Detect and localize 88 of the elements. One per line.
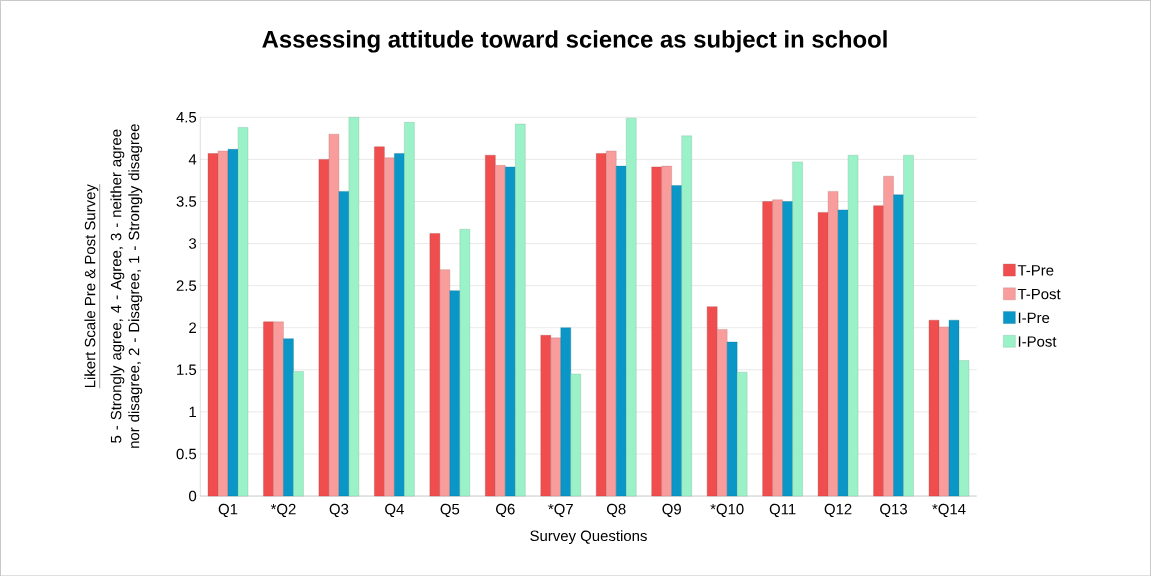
bar bbox=[762, 201, 773, 497]
legend-label: I-Post bbox=[1018, 336, 1057, 347]
bar bbox=[772, 199, 783, 497]
bar bbox=[616, 165, 627, 497]
bar bbox=[792, 161, 803, 497]
legend-label: T-Pre bbox=[1017, 264, 1054, 276]
bar bbox=[263, 321, 274, 497]
bar bbox=[283, 338, 294, 497]
x-tick-label: *Q7 bbox=[548, 503, 573, 517]
bar bbox=[540, 334, 551, 497]
y-tick-label: 1 bbox=[189, 406, 197, 417]
text: Likert Scale Pre & Post Survey bbox=[84, 183, 99, 387]
bar bbox=[873, 205, 884, 497]
x-tick-label: Q6 bbox=[496, 503, 515, 517]
bar bbox=[893, 194, 904, 497]
bar bbox=[827, 191, 839, 497]
bar bbox=[515, 123, 526, 497]
bar bbox=[596, 153, 607, 497]
bar bbox=[394, 153, 405, 497]
bar bbox=[883, 175, 894, 497]
bar bbox=[207, 153, 219, 497]
y-tick-label: 3.5 bbox=[176, 196, 197, 207]
x-tick-label: *Q10 bbox=[710, 503, 744, 517]
bar bbox=[273, 321, 284, 497]
x-tick-label: *Q14 bbox=[932, 503, 966, 517]
bar bbox=[717, 329, 728, 497]
x-tick-label: Q9 bbox=[662, 503, 681, 517]
bar bbox=[237, 127, 249, 497]
chart-title: Assessing attitude toward science as subject in school bbox=[262, 29, 887, 53]
bar bbox=[948, 319, 960, 497]
legend-label: T-Post bbox=[1017, 288, 1061, 300]
bar bbox=[485, 154, 496, 497]
bar bbox=[837, 209, 849, 497]
y-tick-label: 4.5 bbox=[176, 111, 197, 123]
x-tick-label: Q12 bbox=[824, 503, 852, 517]
y-tick-label: 2 bbox=[189, 322, 196, 333]
y-tick-label: 2.5 bbox=[176, 280, 197, 291]
bar bbox=[626, 117, 637, 497]
bar bbox=[429, 233, 441, 497]
x-tick-label: Q1 bbox=[218, 503, 238, 517]
bar bbox=[459, 228, 470, 497]
x-tick-label: Q5 bbox=[440, 503, 460, 517]
x-tick-label: Q13 bbox=[880, 503, 907, 517]
bar bbox=[505, 166, 516, 497]
legend-label: I-Pre bbox=[1018, 312, 1050, 323]
bar bbox=[293, 371, 304, 497]
bar bbox=[727, 341, 738, 497]
bar bbox=[847, 154, 859, 497]
bar bbox=[958, 360, 970, 497]
bar bbox=[217, 150, 229, 497]
bar bbox=[570, 373, 581, 497]
y-tick-label: 3 bbox=[189, 238, 197, 249]
bar bbox=[227, 148, 239, 497]
x-tick-label: Q3 bbox=[329, 503, 349, 517]
bar bbox=[782, 201, 793, 497]
bar bbox=[681, 135, 692, 497]
x-tick-label: Q11 bbox=[769, 503, 796, 517]
bar bbox=[439, 269, 450, 497]
y-tick-label: 1.5 bbox=[177, 364, 197, 375]
bar bbox=[374, 146, 385, 497]
x-tick-label: *Q2 bbox=[270, 503, 296, 517]
bar bbox=[671, 185, 682, 497]
bar bbox=[651, 166, 662, 497]
bar bbox=[938, 326, 950, 497]
y-axis-title: 5 - Strongly agree, 4 - Agree, 3 - neither agree nor disagree, 2 - Disagree, 1 - Strongly disagree bbox=[110, 124, 143, 448]
bar bbox=[404, 122, 415, 497]
y-tick-label: 4 bbox=[188, 154, 197, 165]
bar bbox=[550, 337, 561, 497]
bar bbox=[384, 157, 395, 497]
x-tick-label: Q8 bbox=[606, 503, 626, 517]
bar bbox=[737, 371, 748, 497]
bar bbox=[348, 116, 360, 497]
y-tick-label: 0 bbox=[189, 490, 197, 502]
x-tick-label: Q4 bbox=[385, 503, 404, 517]
bar bbox=[928, 319, 940, 497]
y-tick-label: 0.5 bbox=[176, 448, 197, 460]
bar bbox=[707, 306, 718, 497]
bar bbox=[495, 164, 506, 497]
bar bbox=[318, 159, 330, 497]
bar bbox=[338, 191, 350, 497]
bar bbox=[817, 212, 829, 497]
bar bbox=[606, 150, 617, 497]
x-axis-title: Survey Questions bbox=[530, 529, 647, 544]
bar bbox=[328, 133, 340, 497]
bar bbox=[449, 290, 460, 497]
bar bbox=[661, 165, 672, 497]
bar bbox=[903, 154, 914, 497]
bar bbox=[560, 327, 571, 497]
